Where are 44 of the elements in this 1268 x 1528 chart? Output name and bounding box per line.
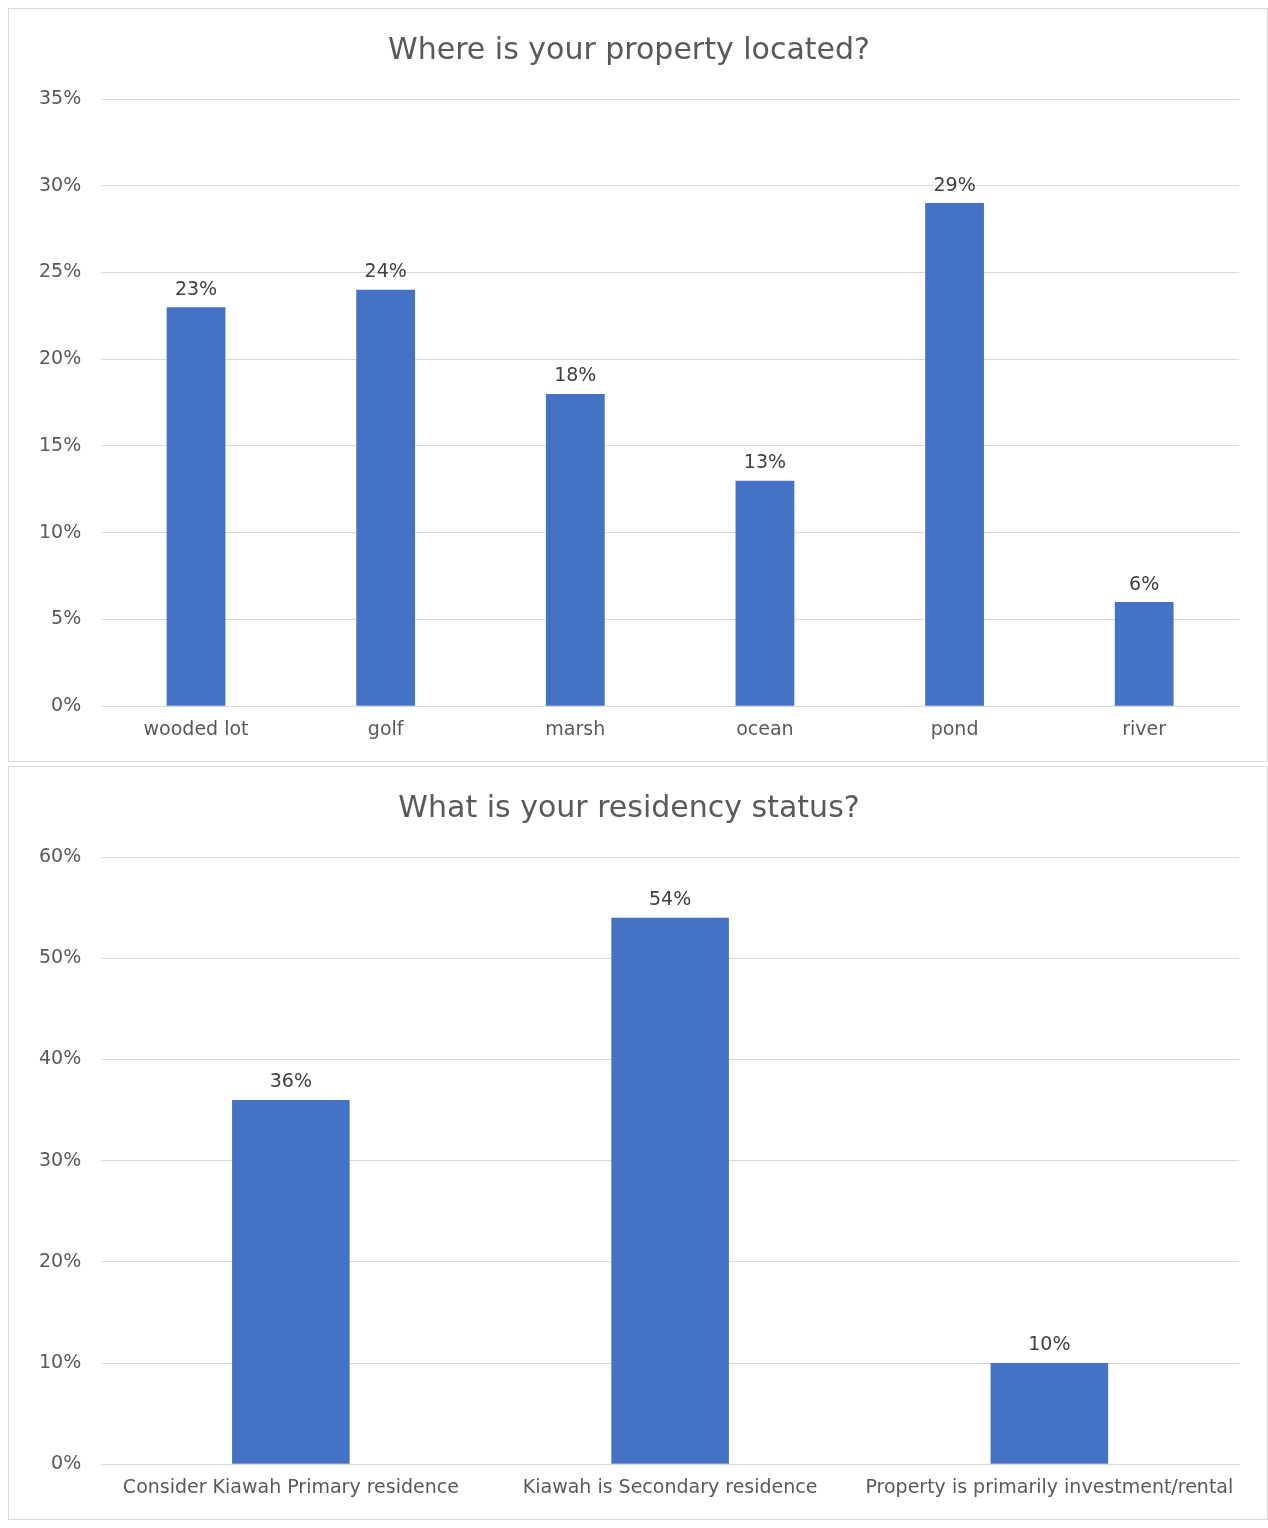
y-tick-label: 0% — [51, 693, 82, 716]
chart-title: What is your residency status? — [398, 788, 860, 824]
y-tick-label: 20% — [39, 1248, 82, 1271]
x-tick-label: marsh — [545, 716, 606, 739]
bar — [925, 203, 984, 706]
y-tick-label: 30% — [39, 172, 82, 195]
bar — [990, 1363, 1109, 1464]
x-tick-label: Consider Kiawah Primary residence — [122, 1474, 459, 1497]
y-tick-label: 35% — [39, 85, 82, 108]
bar — [1114, 602, 1174, 706]
bar — [356, 289, 416, 706]
x-tick-label: river — [1122, 716, 1167, 739]
data-label: 23% — [174, 276, 218, 299]
data-label: 13% — [743, 450, 787, 473]
bar — [232, 1099, 350, 1464]
y-tick-label: 50% — [39, 945, 82, 968]
x-tick-label: Property is primarily investment/rental — [865, 1474, 1234, 1497]
bar — [735, 480, 795, 706]
y-tick-label: 10% — [39, 519, 82, 542]
y-tick-label: 5% — [51, 606, 82, 629]
data-label: 36% — [269, 1069, 312, 1092]
y-tick-label: 20% — [39, 346, 82, 369]
data-label: 54% — [649, 887, 692, 910]
x-tick-label: Kiawah is Secondary residence — [522, 1474, 818, 1497]
y-tick-label: 15% — [39, 432, 82, 455]
y-tick-label: 10% — [39, 1349, 82, 1372]
data-label: 24% — [364, 259, 407, 282]
data-label: 6% — [1129, 571, 1160, 594]
y-tick-label: 40% — [39, 1046, 82, 1069]
x-tick-label: ocean — [736, 716, 794, 739]
x-tick-label: wooded lot — [143, 716, 249, 739]
x-tick-label: pond — [930, 716, 979, 739]
x-tick-label: golf — [367, 716, 405, 739]
chart-title: Where is your property located? — [387, 30, 871, 66]
y-tick-label: 30% — [39, 1147, 82, 1170]
data-label: 29% — [933, 172, 976, 195]
bar — [545, 393, 605, 706]
y-tick-label: 25% — [39, 259, 82, 282]
data-label: 10% — [1028, 1332, 1071, 1355]
y-tick-label: 0% — [51, 1451, 82, 1474]
bar — [611, 917, 729, 1464]
bar — [166, 307, 226, 706]
y-tick-label: 60% — [39, 843, 82, 866]
data-label: 18% — [554, 363, 597, 386]
